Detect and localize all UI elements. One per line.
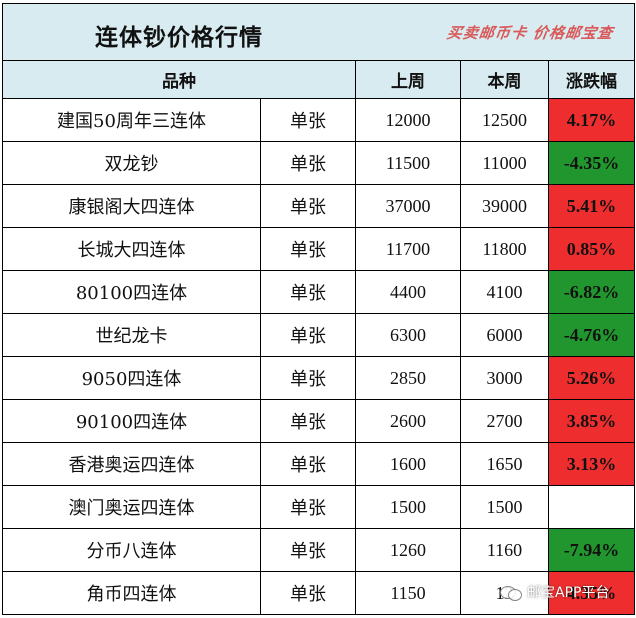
unit: 单张 — [260, 141, 356, 185]
unit: 单张 — [260, 227, 356, 271]
table-row: 90100四连体 单张 2600 2700 3.85% — [2, 399, 636, 443]
header-row: 品种 上周 本周 涨跌幅 — [2, 60, 636, 99]
variety-name: 建国50周年三连体 — [2, 98, 261, 142]
unit: 单张 — [260, 399, 356, 443]
title-row: 连体钞价格行情 买卖邮币卡 价格邮宝查 — [1, 3, 636, 61]
title-cell: 连体钞价格行情 买卖邮币卡 价格邮宝查 — [1, 3, 636, 61]
unit: 单张 — [260, 270, 356, 314]
price-table: 连体钞价格行情 买卖邮币卡 价格邮宝查 品种 上周 本周 涨跌幅 建国50周年三… — [1, 3, 636, 615]
slogan: 买卖邮币卡 价格邮宝查 — [445, 24, 615, 42]
variety-name: 康银阁大四连体 — [2, 184, 261, 228]
unit: 单张 — [260, 442, 356, 486]
last-week-price: 1500 — [355, 485, 461, 529]
last-week-price: 11700 — [355, 227, 461, 271]
table-row: 香港奥运四连体 单张 1600 1650 3.13% — [2, 442, 636, 486]
unit: 单张 — [260, 98, 356, 142]
this-week-price: 1160 — [460, 528, 549, 572]
change-percent: 5.41% — [547, 184, 636, 228]
page-title: 连体钞价格行情 — [95, 25, 263, 51]
last-week-price: 37000 — [355, 184, 461, 228]
table-row: 长城大四连体 单张 11700 11800 0.85% — [2, 227, 636, 271]
variety-name: 澳门奥运四连体 — [2, 485, 261, 529]
change-percent: 3.13% — [547, 442, 636, 486]
change-percent: 0.85% — [547, 227, 636, 271]
table-row: 建国50周年三连体 单张 12000 12500 4.17% — [2, 98, 636, 142]
table-row: 9050四连体 单张 2850 3000 5.26% — [2, 356, 636, 400]
change-percent — [547, 485, 636, 529]
change-percent: 5.26% — [547, 356, 636, 400]
this-week-price: 39000 — [460, 184, 549, 228]
unit: 单张 — [260, 485, 356, 529]
change-percent: 4.35% — [547, 571, 636, 615]
table-row: 康银阁大四连体 单张 37000 39000 5.41% — [2, 184, 636, 228]
header-this-week: 本周 — [460, 60, 549, 99]
last-week-price: 6300 — [355, 313, 461, 357]
change-percent: -4.35% — [547, 141, 636, 185]
this-week-price: 1650 — [460, 442, 549, 486]
table-row: 80100四连体 单张 4400 4100 -6.82% — [2, 270, 636, 314]
this-week-price: 6000 — [460, 313, 549, 357]
this-week-price: 1500 — [460, 485, 549, 529]
unit: 单张 — [260, 313, 356, 357]
last-week-price: 4400 — [355, 270, 461, 314]
header-last-week: 上周 — [355, 60, 461, 99]
variety-name: 9050四连体 — [2, 356, 261, 400]
this-week-price: 12500 — [460, 98, 549, 142]
table-row: 澳门奥运四连体 单张 1500 1500 — [2, 485, 636, 529]
table-row: 世纪龙卡 单张 6300 6000 -4.76% — [2, 313, 636, 357]
unit: 单张 — [260, 528, 356, 572]
variety-name: 90100四连体 — [2, 399, 261, 443]
header-change: 涨跌幅 — [547, 60, 636, 99]
change-percent: -6.82% — [547, 270, 636, 314]
header-variety: 品种 — [2, 60, 356, 99]
this-week-price: 12 — [460, 571, 549, 615]
this-week-price: 4100 — [460, 270, 549, 314]
this-week-price: 3000 — [460, 356, 549, 400]
last-week-price: 12000 — [355, 98, 461, 142]
variety-name: 香港奥运四连体 — [2, 442, 261, 486]
variety-name: 双龙钞 — [2, 141, 261, 185]
change-percent: -4.76% — [547, 313, 636, 357]
last-week-price: 1600 — [355, 442, 461, 486]
table-row: 分币八连体 单张 1260 1160 -7.94% — [2, 528, 636, 572]
unit: 单张 — [260, 571, 356, 615]
this-week-price: 11000 — [460, 141, 549, 185]
unit: 单张 — [260, 356, 356, 400]
variety-name: 长城大四连体 — [2, 227, 261, 271]
unit: 单张 — [260, 184, 356, 228]
last-week-price: 2850 — [355, 356, 461, 400]
last-week-price: 11500 — [355, 141, 461, 185]
variety-name: 角币四连体 — [2, 571, 261, 615]
variety-name: 80100四连体 — [2, 270, 261, 314]
variety-name: 世纪龙卡 — [2, 313, 261, 357]
this-week-price: 11800 — [460, 227, 549, 271]
table-row: 角币四连体 单张 1150 12 4.35% — [2, 571, 636, 615]
last-week-price: 1150 — [355, 571, 461, 615]
last-week-price: 1260 — [355, 528, 461, 572]
change-percent: 4.17% — [547, 98, 636, 142]
table-row: 双龙钞 单张 11500 11000 -4.35% — [2, 141, 636, 185]
this-week-price: 2700 — [460, 399, 549, 443]
variety-name: 分币八连体 — [2, 528, 261, 572]
last-week-price: 2600 — [355, 399, 461, 443]
change-percent: 3.85% — [547, 399, 636, 443]
change-percent: -7.94% — [547, 528, 636, 572]
